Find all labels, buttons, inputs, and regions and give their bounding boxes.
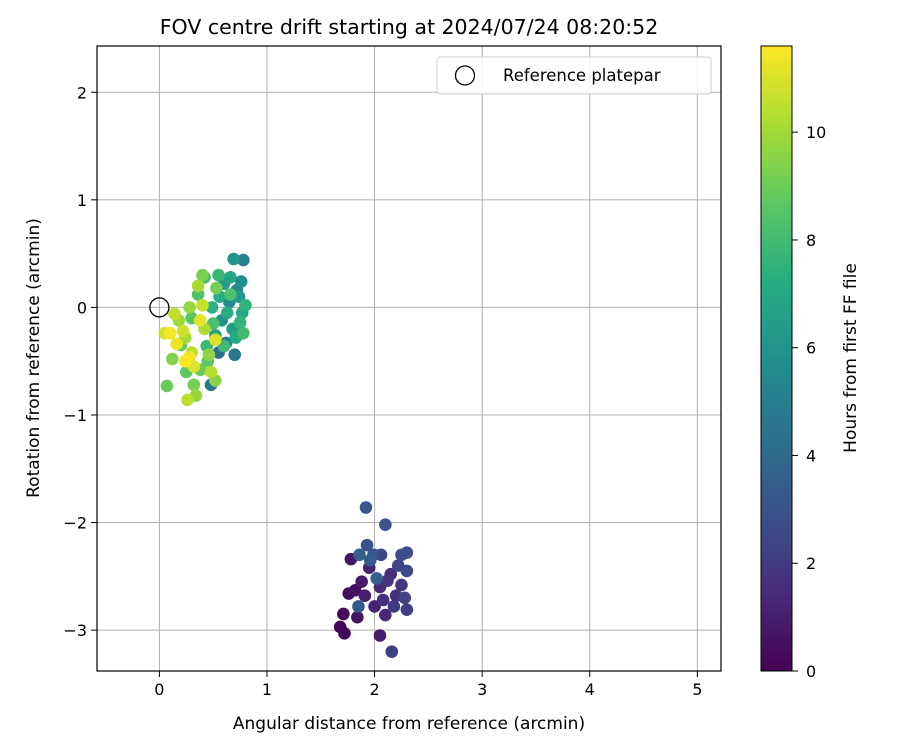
data-point — [352, 600, 365, 613]
x-tick-label: 5 — [692, 680, 702, 699]
y-tick-label: −1 — [63, 406, 87, 425]
data-point — [359, 501, 373, 514]
data-point — [193, 314, 207, 327]
data-point — [224, 288, 237, 301]
grid — [97, 46, 721, 671]
data-point — [381, 574, 394, 587]
data-point — [400, 564, 414, 578]
colorbar-ticks: 0 2 4 6 8 10 — [792, 123, 826, 681]
chart-title: FOV centre drift starting at 2024/07/24 … — [160, 15, 659, 39]
data-point — [205, 301, 219, 314]
colorbar-tick-label: 6 — [806, 339, 816, 358]
data-point — [196, 268, 209, 282]
data-point — [351, 610, 364, 624]
y-tick-label: 1 — [77, 191, 87, 210]
data-point — [224, 270, 237, 284]
y-axis-label: Rotation from reference (arcmin) — [24, 218, 44, 498]
legend-marker-icon — [454, 65, 476, 86]
colorbar-tick-label: 4 — [806, 446, 816, 465]
data-point — [220, 306, 234, 320]
data-point — [176, 324, 190, 338]
data-point — [376, 593, 390, 607]
data-point — [202, 348, 216, 362]
colorbar-gradient — [760, 45, 793, 672]
data-point — [196, 298, 209, 312]
x-tick-label: 2 — [369, 680, 379, 699]
data-point — [355, 575, 368, 589]
data-point — [187, 378, 201, 392]
data-point — [239, 298, 252, 312]
colorbar-tick-label: 8 — [806, 231, 816, 250]
x-tick-label: 4 — [585, 680, 595, 699]
data-point — [385, 645, 399, 658]
legend-entry-label: Reference platepar — [503, 66, 661, 85]
data-point — [234, 275, 248, 288]
data-point — [212, 268, 225, 282]
data-point — [379, 518, 392, 532]
data-point — [360, 538, 374, 552]
data-point — [191, 279, 205, 293]
data-point — [166, 352, 179, 366]
data-point — [163, 326, 177, 340]
data-point — [228, 348, 242, 362]
data-point — [237, 326, 250, 340]
x-axis-ticks: 0 1 2 3 4 5 — [154, 671, 702, 699]
data-point — [400, 546, 414, 559]
reference-point — [149, 297, 170, 318]
data-point — [210, 281, 223, 295]
data-points — [158, 252, 414, 658]
data-point — [333, 620, 347, 634]
data-point — [400, 603, 414, 616]
data-point — [373, 629, 387, 642]
data-point — [370, 572, 384, 585]
data-point — [363, 553, 377, 567]
y-tick-label: 2 — [77, 83, 87, 102]
data-point — [348, 584, 362, 597]
colorbar: 0 2 4 6 8 10 Hours from first FF file — [760, 45, 861, 681]
data-point — [181, 393, 194, 407]
y-axis-ticks: −3 −2 −1 0 1 2 — [63, 83, 97, 640]
y-tick-label: −2 — [63, 514, 87, 533]
data-point — [204, 365, 218, 379]
data-point — [183, 301, 196, 314]
x-tick-label: 1 — [262, 680, 272, 699]
data-point — [160, 379, 174, 393]
data-point — [337, 607, 350, 621]
data-point — [217, 339, 231, 353]
plot-frame — [96, 45, 722, 672]
data-point — [379, 608, 392, 622]
legend-box — [436, 56, 712, 95]
colorbar-tick-label: 2 — [806, 554, 816, 573]
x-tick-label: 3 — [477, 680, 487, 699]
data-point — [395, 578, 408, 592]
data-point — [209, 333, 222, 346]
x-tick-label: 0 — [154, 680, 164, 699]
data-point — [398, 591, 411, 605]
data-point — [233, 316, 247, 329]
data-point — [170, 337, 183, 351]
data-point — [227, 252, 240, 266]
colorbar-tick-label: 10 — [806, 123, 826, 142]
data-point — [387, 600, 401, 613]
colorbar-tick-label: 0 — [806, 662, 816, 681]
y-tick-label: −3 — [63, 621, 87, 640]
data-point — [353, 548, 366, 562]
data-point — [237, 253, 250, 267]
data-point — [358, 589, 372, 602]
reference-marker — [149, 297, 170, 318]
data-point — [178, 354, 192, 368]
colorbar-label: Hours from first FF file — [841, 263, 861, 453]
data-point — [368, 600, 381, 613]
x-axis-label: Angular distance from reference (arcmin) — [233, 714, 585, 734]
y-tick-label: 0 — [77, 298, 87, 317]
data-point — [168, 307, 181, 321]
legend: Reference platepar — [436, 56, 712, 95]
